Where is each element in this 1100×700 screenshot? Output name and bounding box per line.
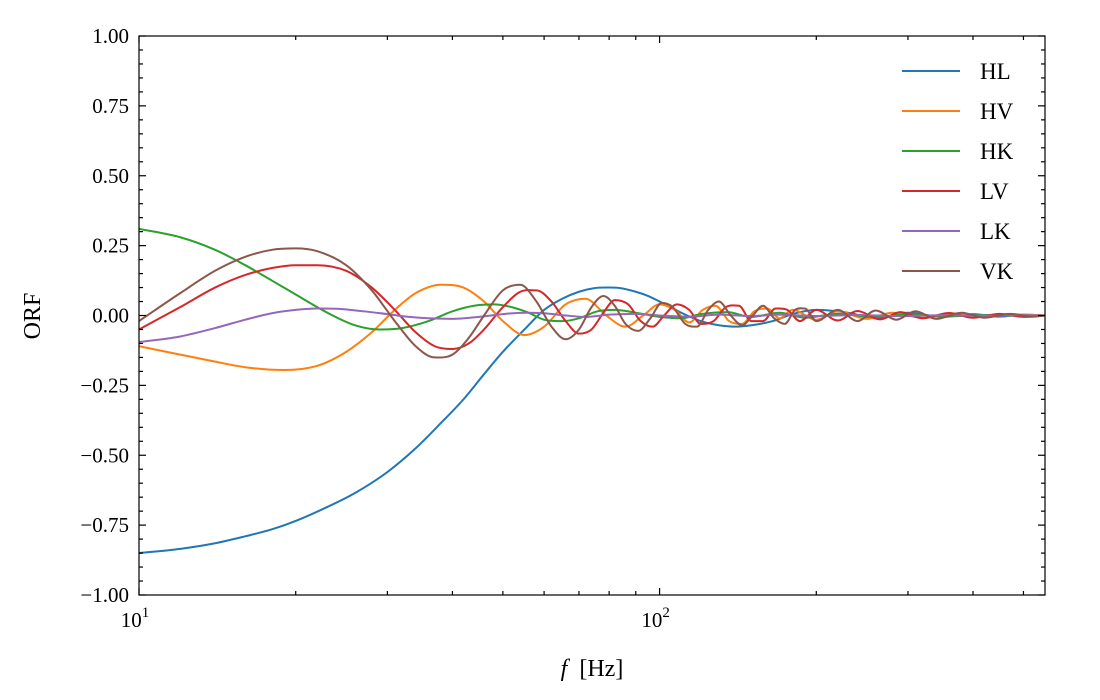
y-axis-label: ORF <box>20 293 46 340</box>
series-line-vk <box>139 247 1045 359</box>
series-line-lv <box>139 264 1045 351</box>
y-tick-label: −0.25 <box>80 373 129 397</box>
ticks: −1.00 −0.75 −0.50 −0.25 0.00 0.25 0.50 0.75 1.00… <box>80 24 1045 632</box>
legend-label-lk: LK <box>980 219 1011 244</box>
x-tick-label: 101 <box>121 605 150 632</box>
series-line-hl <box>139 286 1045 555</box>
y-tick-label: 0.25 <box>92 234 129 258</box>
y-tick-label: 0.75 <box>92 94 129 118</box>
series-line-hv <box>139 283 1045 372</box>
legend: HL HV HK LV LK VK <box>902 59 1014 284</box>
x-tick-label: 102 <box>641 605 670 632</box>
x-axis-label: f [Hz] <box>561 656 624 682</box>
y-tick-label: 1.00 <box>92 24 129 48</box>
y-tick-label: 0.00 <box>92 304 129 328</box>
legend-label-hl: HL <box>980 59 1011 84</box>
series-line-hk <box>139 227 1045 331</box>
x-axis-label-symbol: f <box>561 656 571 682</box>
legend-label-hv: HV <box>980 99 1014 124</box>
y-tick-label: −0.50 <box>80 443 129 467</box>
legend-label-hk: HK <box>980 139 1014 164</box>
x-axis-label-unit: [Hz] <box>579 656 623 682</box>
legend-label-lv: LV <box>980 179 1009 204</box>
plot-lines <box>139 227 1045 555</box>
y-tick-label: −0.75 <box>80 513 129 537</box>
y-tick-label: −1.00 <box>80 583 129 607</box>
y-tick-label: 0.50 <box>92 164 129 188</box>
legend-label-vk: VK <box>980 259 1014 284</box>
